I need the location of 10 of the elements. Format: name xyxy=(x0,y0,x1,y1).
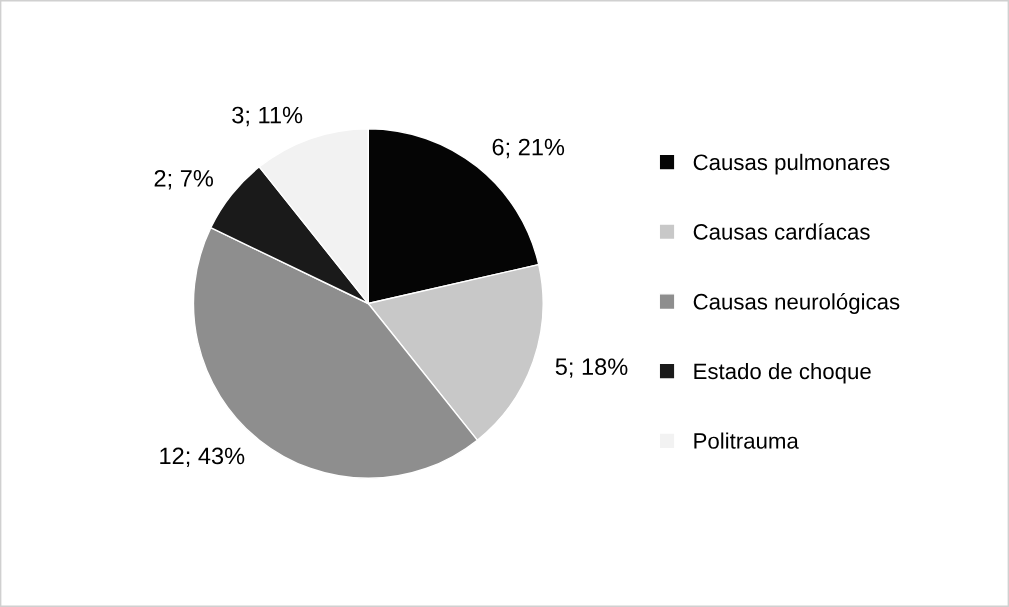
data-label: 6; 21% xyxy=(492,138,565,159)
legend-label: Causas cardíacas xyxy=(693,223,870,240)
legend-label: Politrauma xyxy=(694,432,799,449)
legend-label: Causas pulmonares xyxy=(693,153,890,175)
legend-label: Estado de choque xyxy=(694,362,871,384)
data-label: 2; 7% xyxy=(154,169,213,190)
legend-label: Causas neurológicas xyxy=(693,293,900,314)
data-label: 3; 11% xyxy=(232,106,303,127)
data-label: 12; 43% xyxy=(160,447,245,468)
data-label: 5; 18% xyxy=(555,358,628,378)
